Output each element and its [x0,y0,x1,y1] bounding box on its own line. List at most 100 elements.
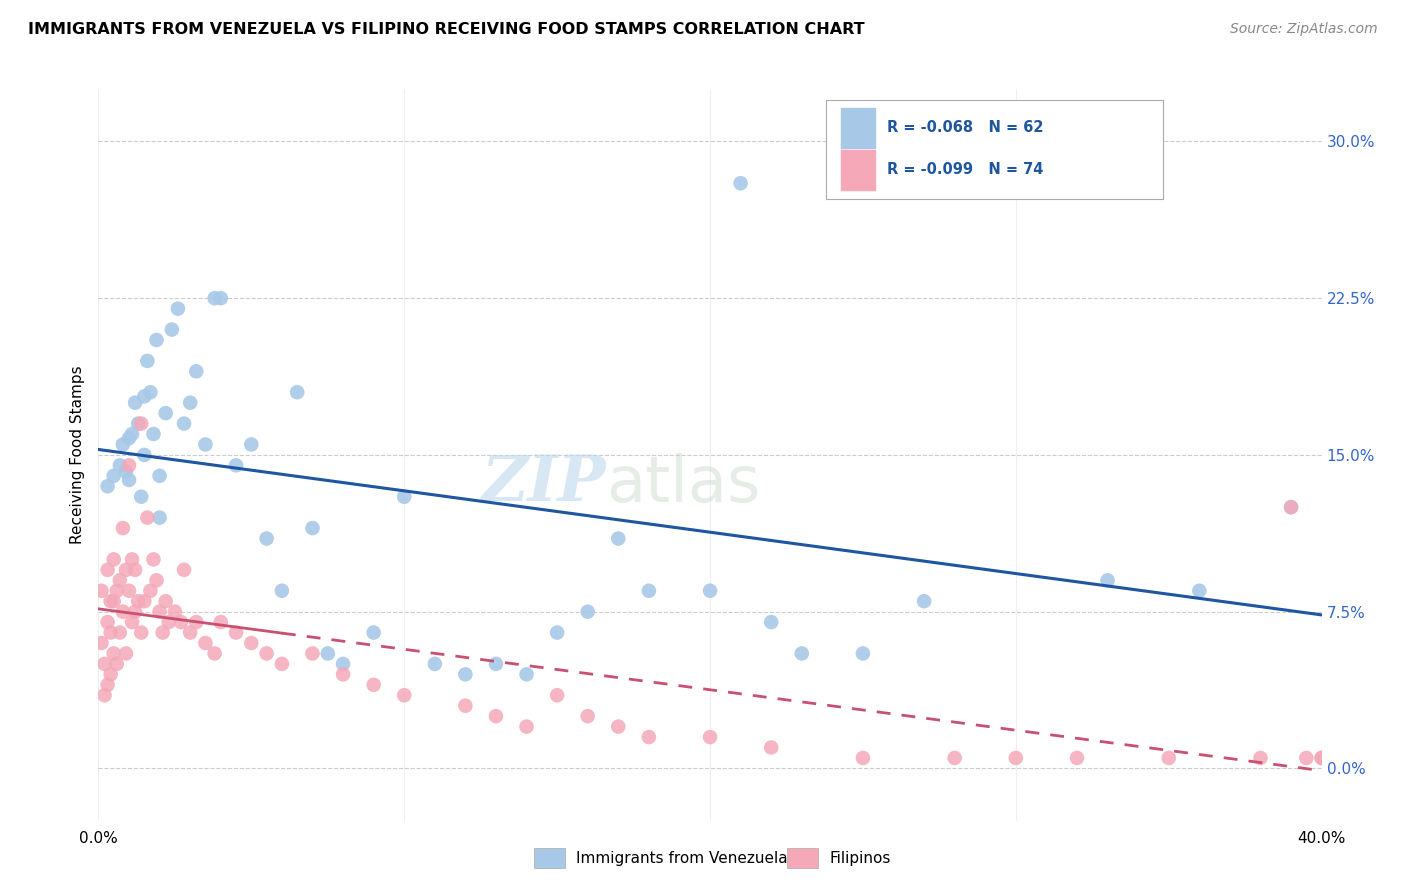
Point [516,667,538,681]
Point [136,510,159,524]
Point [209,291,232,305]
Point [152,625,174,640]
Point [1004,751,1026,765]
Point [142,552,165,566]
Point [136,354,159,368]
Point [118,431,141,445]
Point [121,615,143,629]
Point [173,563,195,577]
Point [363,625,385,640]
Point [730,176,752,190]
Point [160,322,183,336]
FancyBboxPatch shape [827,100,1163,199]
Text: 40.0%: 40.0% [1298,831,1346,847]
Point [1066,751,1088,765]
Point [270,583,294,598]
Point [392,490,416,504]
Point [93,657,115,671]
Point [100,594,122,608]
Point [115,647,138,661]
Point [157,615,180,629]
Point [1310,751,1333,765]
Point [167,301,190,316]
Point [103,594,125,608]
Point [121,427,143,442]
Point [240,636,263,650]
Point [139,385,162,400]
Point [638,730,661,744]
FancyBboxPatch shape [841,108,875,148]
Point [103,647,125,661]
Point [142,427,165,442]
Point [485,709,508,723]
Point [103,552,125,566]
Point [1004,166,1026,180]
Text: R = -0.099   N = 74: R = -0.099 N = 74 [887,162,1043,178]
Point [124,605,146,619]
Point [149,605,172,619]
Point [852,647,875,661]
Point [943,751,966,765]
Point [225,625,247,640]
Point [155,594,177,608]
Point [790,647,813,661]
Point [118,458,141,473]
Point [699,730,721,744]
Point [204,647,226,661]
Point [576,605,599,619]
Text: Filipinos: Filipinos [830,851,891,865]
Point [97,479,120,493]
Point [111,521,134,535]
Point [301,647,323,661]
Point [332,657,354,671]
Point [163,605,186,619]
Point [155,406,177,420]
Point [105,657,128,671]
Point [1279,500,1302,515]
Point [607,720,630,734]
Text: R = -0.068   N = 62: R = -0.068 N = 62 [887,120,1043,136]
Text: Source: ZipAtlas.com: Source: ZipAtlas.com [1230,22,1378,37]
Point [256,647,278,661]
Point [127,417,149,431]
Point [485,657,508,671]
Point [225,458,247,473]
Point [129,490,152,504]
Point [546,625,568,640]
Point [90,636,112,650]
Point [108,625,131,640]
Point [145,574,167,588]
Point [423,657,446,671]
Point [454,667,477,681]
Point [186,615,208,629]
Point [93,688,115,702]
Point [761,615,783,629]
Point [115,465,138,479]
Point [1279,500,1302,515]
Point [134,448,156,462]
Point [912,594,935,608]
Point [108,574,131,588]
Point [1295,751,1317,765]
Point [100,667,122,681]
Point [638,583,661,598]
Point [134,594,156,608]
Point [1310,751,1333,765]
Text: atlas: atlas [606,453,761,516]
Point [179,625,201,640]
Point [285,385,308,400]
Point [454,698,477,713]
Point [129,625,152,640]
Point [546,688,568,702]
Point [1157,751,1180,765]
Point [256,532,278,546]
Point [1188,583,1211,598]
Point [129,417,152,431]
Point [108,458,131,473]
Point [149,510,172,524]
FancyBboxPatch shape [841,150,875,190]
Point [145,333,167,347]
Point [363,678,385,692]
Point [332,667,354,681]
Point [111,437,134,451]
